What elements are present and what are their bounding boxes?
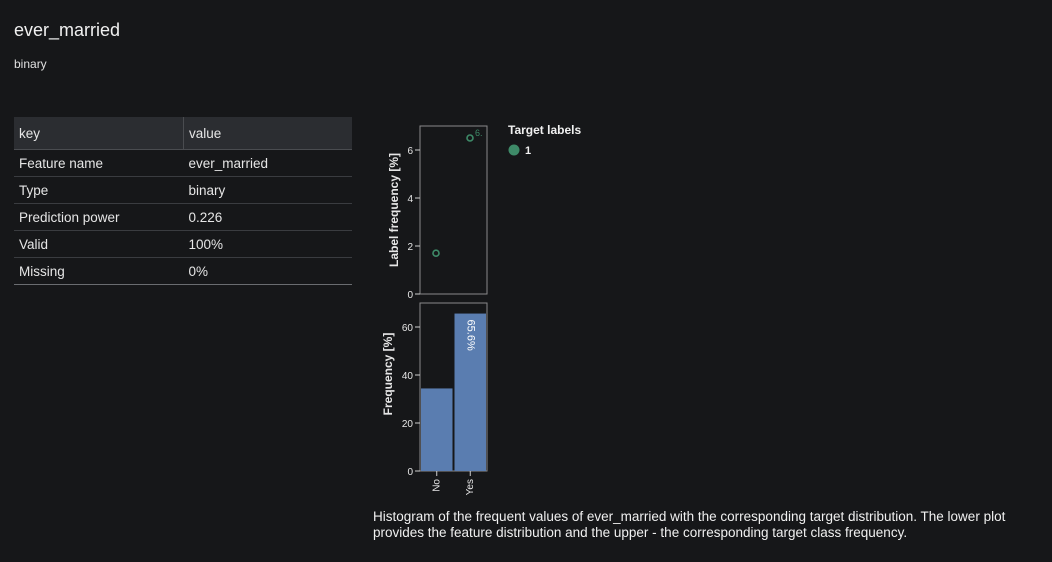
table-cell-value: binary [183, 176, 352, 204]
table-cell-value: 100% [183, 230, 352, 258]
scatter-point [432, 249, 440, 257]
table-cell-key: Type [14, 176, 184, 204]
x-tick-label: Yes [465, 479, 476, 495]
table-cell-key: Feature name [14, 149, 184, 177]
legend-title: Target labels [508, 123, 581, 137]
y-tick-label: 40 [402, 371, 414, 382]
legend-entry: 1 [525, 145, 531, 157]
table-row: Type binary [14, 176, 352, 204]
target-distribution-charts: 0 2 4 6 6. Label frequency [%] Target label… [381, 123, 581, 495]
bar-plot-frame [419, 302, 488, 472]
y-tick-label: 2 [407, 242, 413, 253]
table-cell-value: 0% [183, 257, 352, 285]
point-label: 6. [475, 128, 483, 138]
table-row: Prediction power 0.226 [14, 203, 352, 231]
label-frequency-plot: 0 2 4 6 6. Label frequency [%] [387, 125, 488, 301]
frequency-bar-plot: 0 20 40 60 65.6% No Yes Frequency [%] [381, 302, 488, 495]
y-tick-label: 0 [407, 467, 413, 478]
scatter-plot-frame [419, 125, 488, 295]
scatter-y-axis-label: Label frequency [%] [387, 153, 401, 267]
bar-data-label: 65.6% [464, 320, 476, 351]
table-cell-value: 0.226 [183, 203, 352, 231]
x-tick-label: No [431, 479, 442, 492]
table-cell-value: ever_married [183, 149, 352, 177]
table-cell-key: Prediction power [14, 203, 184, 231]
legend-swatch [508, 144, 520, 156]
y-tick-label: 20 [402, 419, 414, 430]
bar-y-axis-label: Frequency [%] [381, 333, 395, 416]
y-tick-label: 0 [407, 290, 413, 301]
column-header-key: key [14, 117, 184, 150]
table-row: Valid 100% [14, 230, 352, 258]
bar [421, 388, 453, 471]
page-title: ever_married [14, 20, 121, 40]
table-cell-key: Valid [14, 230, 184, 258]
chart-caption: Histogram of the frequent values of ever… [373, 509, 1006, 540]
column-header-value: value [183, 117, 352, 150]
feature-summary-table: key value Feature name ever_married Type… [14, 117, 352, 285]
table-row: Missing 0% [14, 257, 352, 285]
y-tick-label: 60 [402, 323, 414, 334]
bar [454, 313, 486, 471]
y-tick-label: 4 [407, 194, 413, 205]
table-cell-key: Missing [14, 257, 184, 285]
page-subtitle: binary [14, 57, 47, 71]
y-tick-label: 6 [407, 146, 413, 157]
table-header-row: key value [14, 117, 352, 150]
legend: Target labels 1 [508, 123, 581, 157]
scatter-point [466, 134, 474, 142]
table-row: Feature name ever_married [14, 149, 352, 177]
